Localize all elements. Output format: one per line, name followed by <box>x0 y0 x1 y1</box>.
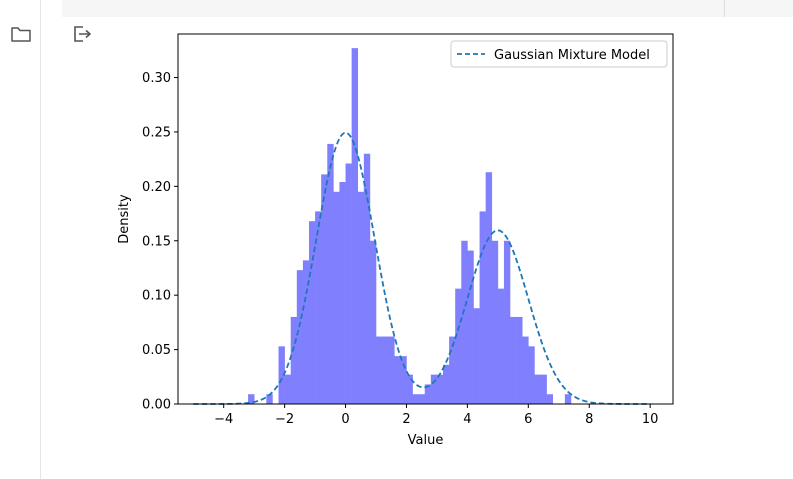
histogram-bar <box>290 316 298 404</box>
histogram-bar <box>363 153 371 404</box>
y-tick-label: 0.20 <box>142 180 171 195</box>
histogram-bar <box>443 364 450 404</box>
histogram-bar <box>333 191 340 404</box>
folder-icon[interactable] <box>8 22 34 46</box>
x-tick-label: 0 <box>341 412 349 427</box>
y-axis: 0.00 0.05 0.10 0.15 0.20 0.25 0.30 <box>142 71 178 413</box>
histogram-bar <box>540 374 547 404</box>
histogram-bar <box>467 250 474 404</box>
histogram-bar <box>351 48 359 404</box>
x-tick-label: 4 <box>463 412 471 427</box>
histogram-bar <box>278 346 285 404</box>
histogram-bar <box>516 316 523 404</box>
left-rail <box>0 0 41 479</box>
histogram-bar <box>564 394 572 404</box>
histogram-bar <box>339 182 346 404</box>
x-tick-label: −4 <box>214 412 233 427</box>
histogram-bar <box>284 374 292 404</box>
histogram-bar <box>376 336 383 404</box>
cell-output-header <box>62 0 793 17</box>
histogram-bar <box>430 374 438 404</box>
histogram-bar <box>449 336 456 404</box>
y-tick-label: 0.30 <box>142 71 171 86</box>
histogram-bar <box>485 172 493 404</box>
density-chart: −4 −2 0 2 4 6 8 10 0.00 0.05 0.10 0.15 0.20 0.25 0.30… <box>117 33 674 448</box>
x-tick-label: 2 <box>402 412 410 427</box>
x-tick-label: 10 <box>642 412 659 427</box>
histogram-bar <box>296 270 304 404</box>
histogram-bars <box>248 48 572 404</box>
histogram-bar <box>497 288 505 404</box>
histogram-bar <box>503 240 511 404</box>
y-tick-label: 0.05 <box>142 343 171 358</box>
x-tick-label: −2 <box>275 412 294 427</box>
histogram-bar <box>357 191 365 404</box>
histogram-bar <box>479 211 486 404</box>
x-axis-label: Value <box>408 433 444 448</box>
histogram-bar <box>534 374 541 404</box>
y-axis-label: Density <box>117 194 132 244</box>
histogram-bar <box>382 336 389 404</box>
histogram-bar <box>321 174 328 404</box>
histogram-bar <box>327 143 334 404</box>
gmm-curve-layer <box>193 131 651 405</box>
output-exit-icon[interactable] <box>70 22 96 46</box>
histogram-bar <box>266 394 273 404</box>
x-tick-label: 6 <box>524 412 532 427</box>
histogram-bar <box>418 394 426 404</box>
histogram-bar <box>436 374 444 404</box>
y-tick-label: 0.25 <box>142 125 171 140</box>
histogram-bar <box>546 394 553 404</box>
histogram-bar <box>315 211 322 404</box>
histogram-bar <box>528 346 535 404</box>
histogram-bar <box>510 316 517 404</box>
histogram-bar <box>412 394 419 404</box>
histogram-bar <box>308 221 316 404</box>
histogram-bar <box>473 308 480 404</box>
histogram-bar <box>424 384 432 404</box>
histogram-bar <box>491 240 499 404</box>
plot-frame <box>177 33 674 405</box>
legend: Gaussian Mixture Model <box>450 40 668 68</box>
x-tick-label: 8 <box>585 412 593 427</box>
histogram-bar <box>394 356 401 404</box>
y-tick-label: 0.10 <box>142 289 171 304</box>
header-divider <box>724 0 725 17</box>
histogram-bar <box>345 163 352 404</box>
histogram-bar <box>388 336 395 404</box>
histogram-bar <box>455 288 462 404</box>
histogram-bar <box>248 394 255 404</box>
y-tick-label: 0.00 <box>142 398 171 413</box>
y-tick-label: 0.15 <box>142 234 171 249</box>
histogram-bar <box>461 240 468 404</box>
legend-label-gmm: Gaussian Mixture Model <box>494 48 650 63</box>
histogram-bar <box>406 374 413 404</box>
legend-box <box>450 40 668 68</box>
gmm-curve <box>193 131 651 405</box>
histogram-bar <box>369 240 377 404</box>
x-axis: −4 −2 0 2 4 6 8 10 <box>214 404 658 427</box>
histogram-bar <box>522 336 529 404</box>
histogram-bar <box>400 356 407 404</box>
histogram-bar <box>302 260 310 404</box>
